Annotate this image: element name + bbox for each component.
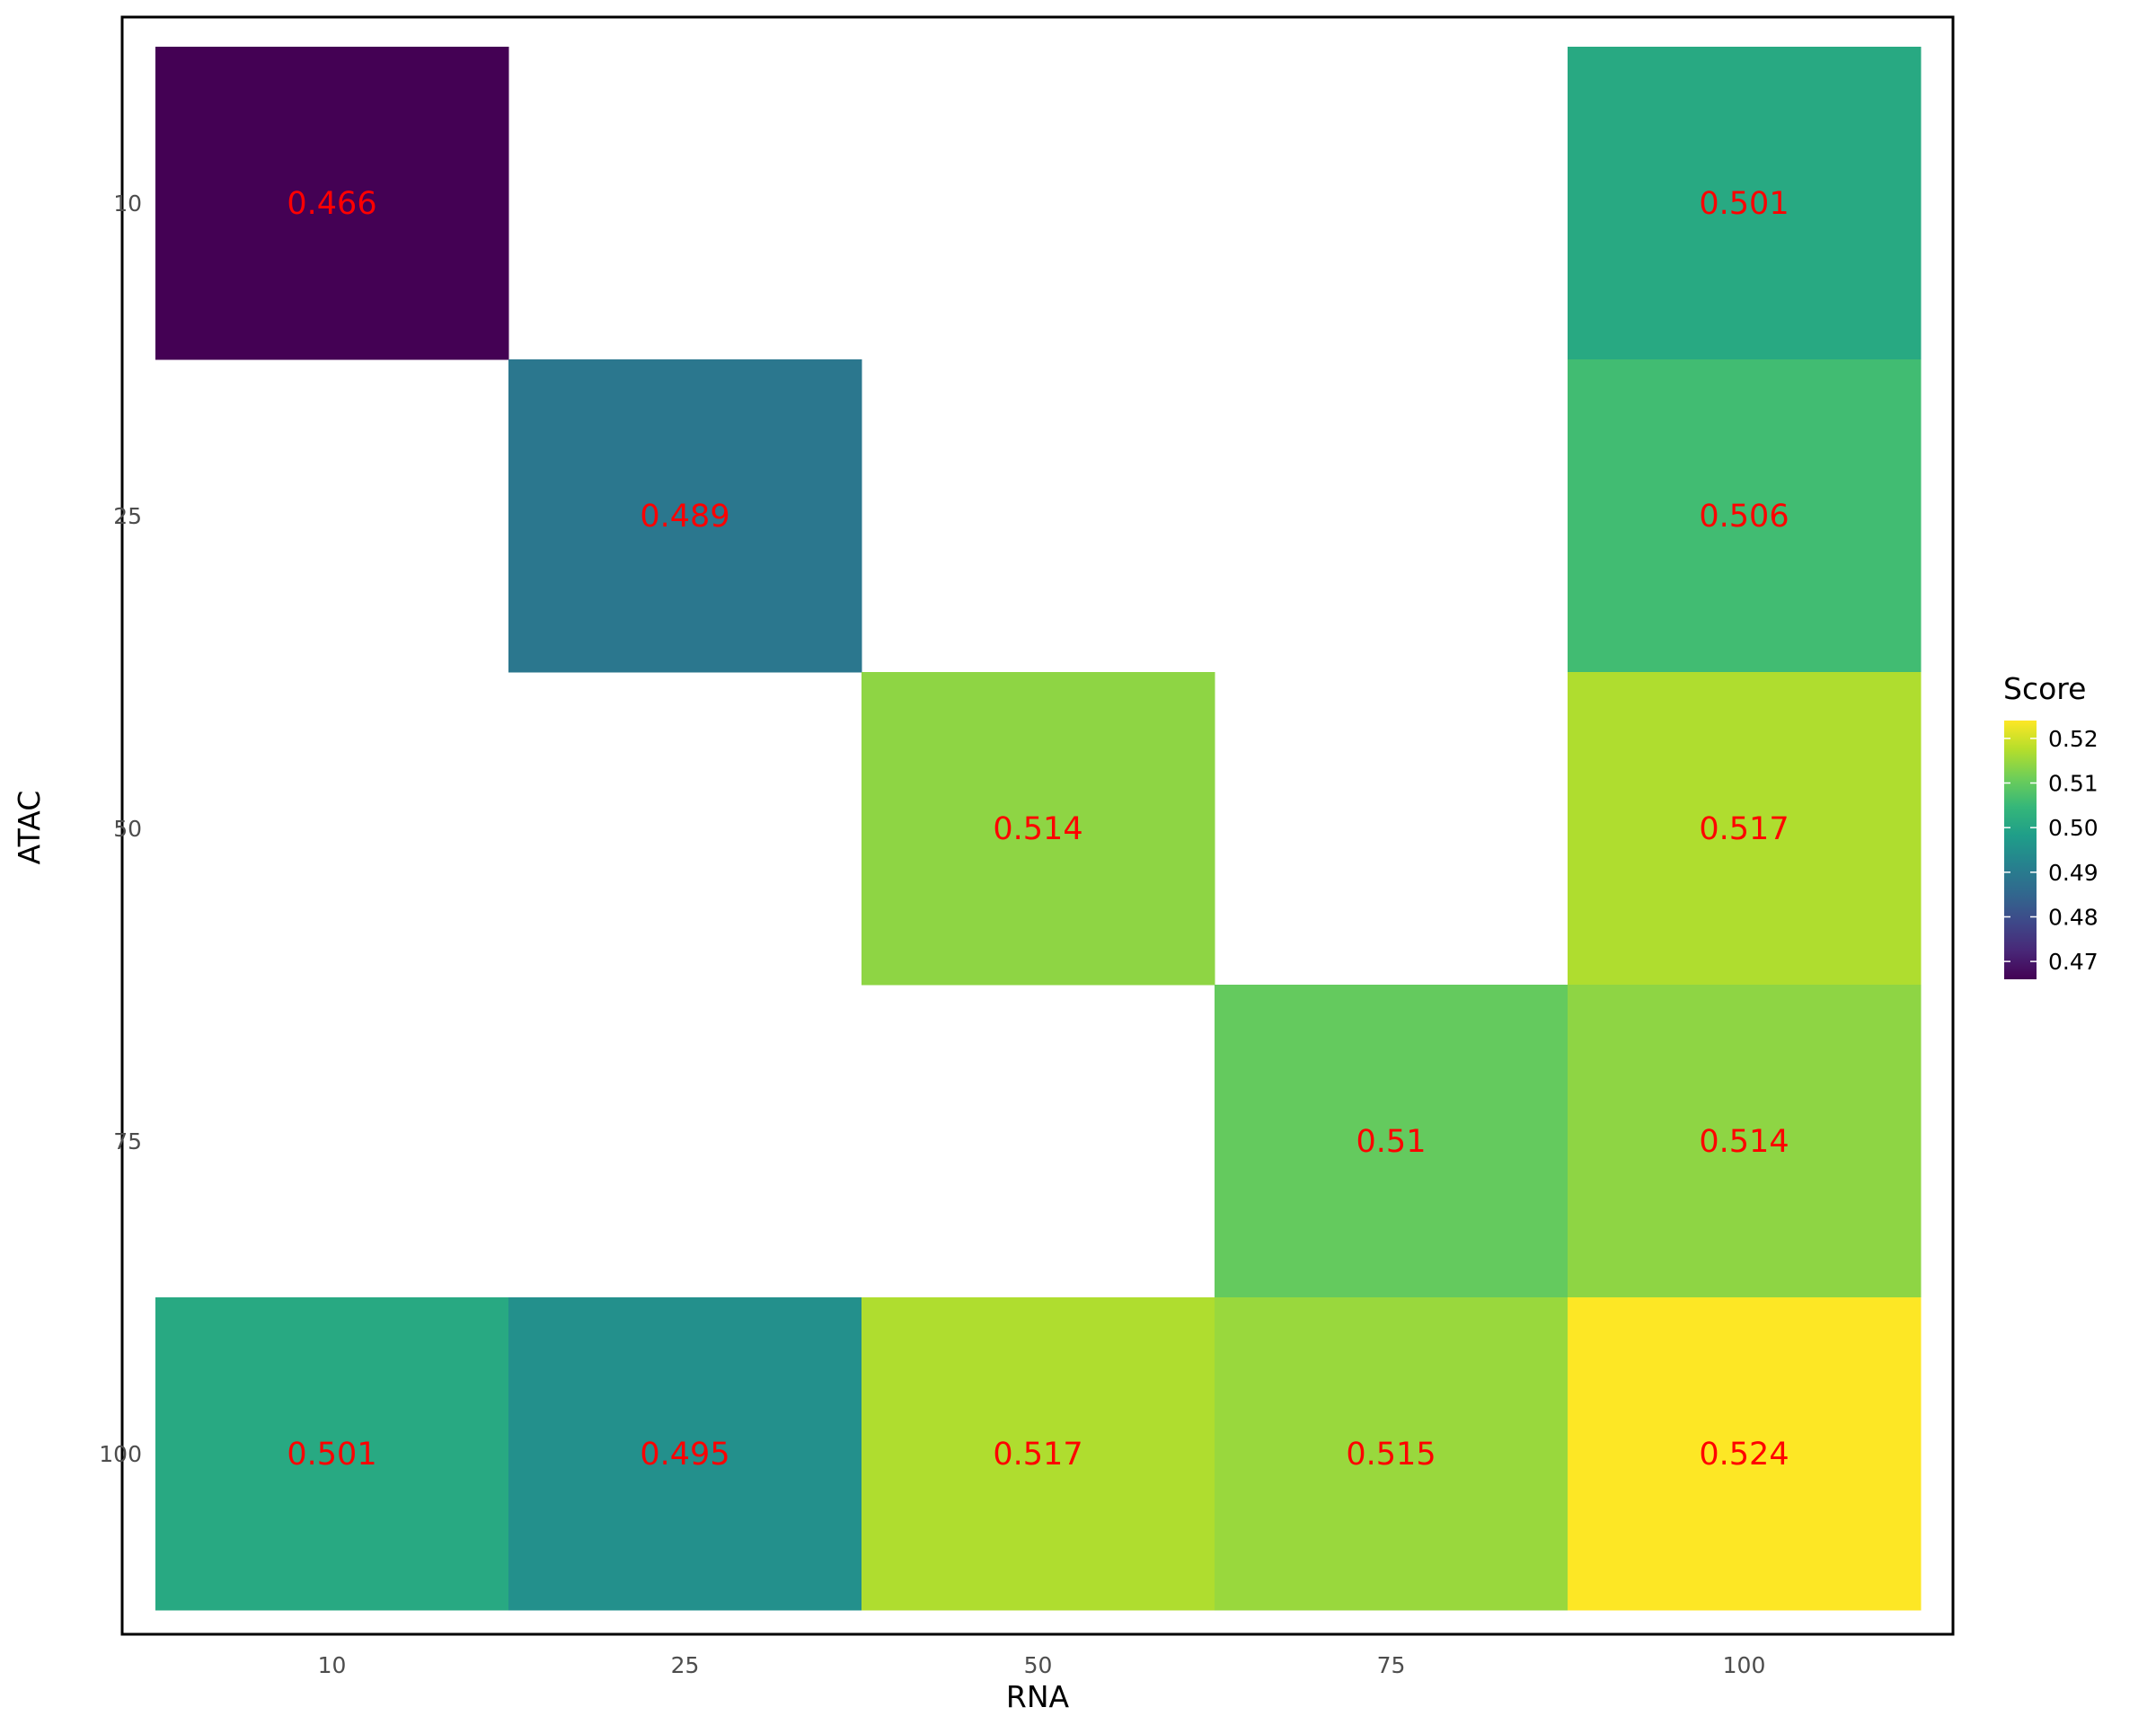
color-legend: Score 0.47 0.48 0.49 0.50 0.51 0.52 xyxy=(2003,671,2099,979)
y-tick-label: 75 xyxy=(113,1128,142,1154)
legend-tick-label: 0.52 xyxy=(2048,726,2099,752)
x-tick-label: 100 xyxy=(1723,1652,1766,1678)
cell-value-label: 0.514 xyxy=(993,811,1082,847)
cell-value-label: 0.51 xyxy=(1356,1124,1427,1160)
x-tick-label: 10 xyxy=(318,1652,347,1678)
cell-value-label: 0.506 xyxy=(1699,499,1789,535)
x-tick-label: 25 xyxy=(671,1652,700,1678)
cell-value-label: 0.517 xyxy=(1699,811,1789,847)
legend-tick-label: 0.49 xyxy=(2048,860,2099,886)
y-tick-label: 100 xyxy=(99,1441,142,1467)
legend-tick-label: 0.51 xyxy=(2048,771,2099,797)
cell-value-label: 0.514 xyxy=(1699,1124,1789,1160)
legend-tick-label: 0.47 xyxy=(2048,949,2099,975)
y-tick-label: 50 xyxy=(113,816,142,842)
cell-value-label: 0.466 xyxy=(287,186,376,222)
cell-value-label: 0.517 xyxy=(993,1437,1082,1473)
heatmap-cell xyxy=(1568,672,1922,986)
heatmap-cell xyxy=(862,1297,1215,1611)
heatmap-cell xyxy=(155,1297,509,1611)
heatmap-cell xyxy=(1568,359,1922,673)
heatmap-cell xyxy=(1568,47,1922,360)
legend-title: Score xyxy=(2003,671,2086,706)
x-tick-label: 50 xyxy=(1024,1652,1053,1678)
cell-value-label: 0.501 xyxy=(287,1437,376,1473)
legend-tick-label: 0.50 xyxy=(2048,815,2099,841)
y-tick-label: 10 xyxy=(113,190,142,217)
heatmap-cell xyxy=(1568,985,1922,1298)
y-axis-title: ATAC xyxy=(12,791,47,865)
y-tick-label: 25 xyxy=(113,503,142,529)
heatmap-cell xyxy=(1568,1297,1922,1611)
heatmap-cell xyxy=(862,672,1215,986)
x-axis-title: RNA xyxy=(1006,1679,1070,1714)
cell-value-label: 0.515 xyxy=(1346,1437,1436,1473)
legend-tick-label: 0.48 xyxy=(2048,904,2099,930)
cell-value-label: 0.489 xyxy=(640,499,729,535)
cell-value-label: 0.524 xyxy=(1699,1437,1789,1473)
heatmap-cell xyxy=(1215,1297,1568,1611)
cell-value-label: 0.495 xyxy=(640,1437,729,1473)
heatmap-cell xyxy=(1215,985,1568,1298)
heatmap-cell xyxy=(508,359,862,673)
heatmap-cell xyxy=(155,47,509,360)
panel-border xyxy=(120,15,1955,1636)
x-tick-label: 75 xyxy=(1377,1652,1406,1678)
legend-colorbar xyxy=(2004,721,2037,979)
cell-value-label: 0.501 xyxy=(1699,186,1789,222)
heatmap-cell xyxy=(508,1297,862,1611)
